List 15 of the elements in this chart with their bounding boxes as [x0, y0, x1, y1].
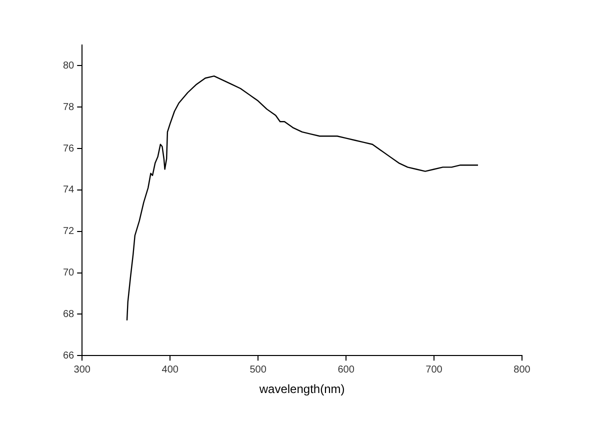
x-tick-label: 700 — [426, 364, 443, 376]
x-tick-label: 500 — [250, 364, 267, 376]
x-tick-label: 800 — [514, 364, 531, 376]
y-tick-label: 66 — [63, 350, 75, 362]
x-axis-title: wavelength(nm) — [258, 382, 345, 396]
y-tick-label: 80 — [63, 60, 75, 72]
y-tick-label: 68 — [63, 308, 75, 320]
x-tick-label: 300 — [74, 364, 91, 376]
y-tick-label: 76 — [63, 143, 75, 154]
y-tick-label: 78 — [63, 102, 75, 113]
x-tick-label: 600 — [338, 364, 355, 376]
y-tick-label: 70 — [63, 268, 75, 279]
y-tick-label: 72 — [63, 226, 75, 238]
x-tick-label: 400 — [162, 364, 179, 376]
y-tick-label: 74 — [63, 184, 75, 196]
